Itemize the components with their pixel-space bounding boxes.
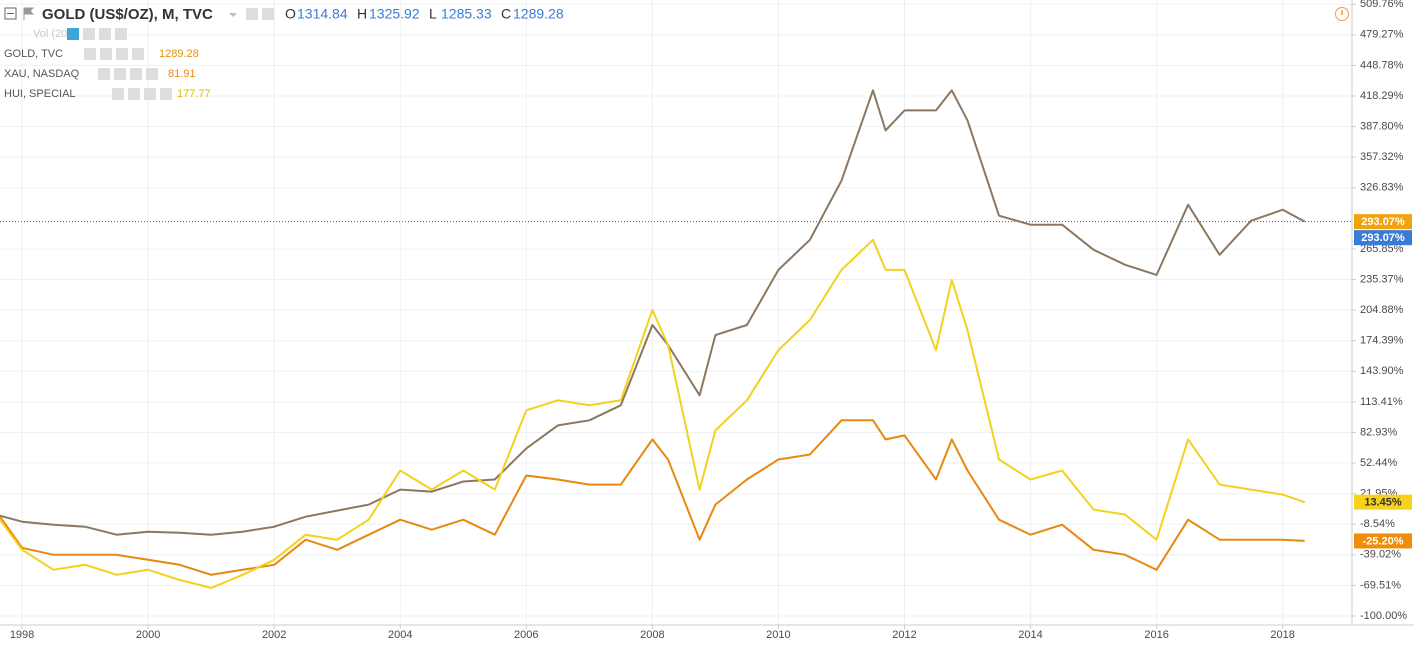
x-tick-label: 2010 (766, 629, 790, 641)
y-tick-label: 113.41% (1360, 396, 1403, 408)
x-tick-label: 2002 (262, 629, 286, 641)
grid (0, 0, 1352, 625)
ohlc-value: 1325.92 (369, 6, 420, 22)
add-icon[interactable] (99, 28, 111, 40)
legend-name: HUI, SPECIAL (4, 88, 76, 100)
x-tick-label: 1998 (10, 629, 34, 641)
x-tick-label: 2018 (1270, 629, 1294, 641)
dropdown-icon[interactable] (229, 13, 237, 17)
y-tick-label: 82.93% (1360, 426, 1398, 438)
legend-value: 81.91 (168, 68, 196, 80)
eye-icon[interactable] (246, 8, 258, 20)
price-label: 13.45% (1364, 497, 1402, 509)
x-tick-label: 2012 (892, 629, 916, 641)
y-tick-label: 174.39% (1360, 335, 1404, 347)
y-tick-label: 509.76% (1360, 0, 1404, 10)
y-tick-label: 235.37% (1360, 273, 1404, 285)
x-tick-label: 2016 (1144, 629, 1168, 641)
settings-icon[interactable] (100, 48, 112, 60)
y-tick-label: -8.54% (1360, 518, 1395, 530)
x-tick-label: 2004 (388, 629, 412, 641)
price-label-box (1354, 533, 1412, 549)
y-tick-label: -69.51% (1360, 579, 1401, 591)
eye-icon[interactable] (98, 68, 110, 80)
y-tick-label: 52.44% (1360, 457, 1398, 469)
close-icon[interactable] (115, 28, 127, 40)
eye-icon[interactable] (84, 48, 96, 60)
ohlc-value: 1285.33 (441, 6, 492, 22)
y-tick-label: 357.32% (1360, 151, 1404, 163)
legend-value: 177.77 (177, 88, 211, 100)
y-tick-label: 387.80% (1360, 121, 1404, 133)
plot (0, 89, 1352, 589)
ohlc-key: L (429, 6, 437, 22)
y-tick-label: -100.00% (1360, 610, 1407, 622)
ohlc-key: C (501, 6, 511, 22)
y-tick-label: 448.78% (1360, 59, 1404, 71)
price-label: 293.07% (1361, 232, 1405, 244)
legend-value: 1289.28 (159, 48, 199, 60)
close-icon[interactable] (146, 68, 158, 80)
price-label-box (1354, 214, 1412, 230)
y-tick-label: 326.83% (1360, 182, 1404, 194)
add-icon[interactable] (116, 48, 128, 60)
symbol-title: GOLD (US$/OZ), M, TVC (42, 6, 213, 23)
settings-icon[interactable] (262, 8, 274, 20)
price-label: -25.20% (1363, 535, 1404, 547)
price-label-box (1354, 494, 1412, 510)
legend-name: GOLD, TVC (4, 48, 63, 60)
series-line (0, 419, 1305, 576)
settings-icon[interactable] (83, 28, 95, 40)
y-tick-label: 265.85% (1360, 243, 1404, 255)
add-icon[interactable] (144, 88, 156, 100)
y-tick-label: 479.27% (1360, 29, 1404, 41)
x-tick-label: 2006 (514, 629, 538, 641)
ohlc-value: 1314.84 (297, 6, 348, 22)
info-icon[interactable] (1335, 7, 1349, 21)
ohlc-key: O (285, 6, 296, 22)
series-line (0, 89, 1306, 536)
axes: 509.76% 479.27% 448.78% 418.29% 387.80% 357.3… (10, 0, 1412, 641)
ohlc-value: 1289.28 (513, 6, 564, 22)
eye-icon[interactable] (67, 28, 79, 40)
volume-label: Vol (20) (33, 28, 71, 40)
x-tick-label: 2000 (136, 629, 160, 641)
price-label-box (1354, 230, 1412, 246)
close-icon[interactable] (160, 88, 172, 100)
header: GOLD (US$/OZ), M, TVC Vol (20) O 1314.84 H… (4, 6, 1349, 100)
legend-name: XAU, NASDAQ (4, 68, 80, 80)
close-icon[interactable] (132, 48, 144, 60)
collapse-icon[interactable] (4, 7, 17, 20)
series-line (0, 238, 1306, 589)
y-tick-label: 418.29% (1360, 90, 1404, 102)
settings-icon[interactable] (128, 88, 140, 100)
x-tick-label: 2014 (1018, 629, 1042, 641)
price-label: 293.07% (1361, 216, 1405, 228)
settings-icon[interactable] (114, 68, 126, 80)
add-icon[interactable] (130, 68, 142, 80)
y-tick-label: 204.88% (1360, 304, 1404, 316)
x-tick-label: 2008 (640, 629, 664, 641)
y-tick-label: 143.90% (1360, 365, 1404, 377)
ohlc-key: H (357, 6, 367, 22)
y-tick-label: -39.02% (1360, 549, 1401, 561)
flag-icon[interactable] (23, 7, 35, 20)
eye-icon[interactable] (112, 88, 124, 100)
